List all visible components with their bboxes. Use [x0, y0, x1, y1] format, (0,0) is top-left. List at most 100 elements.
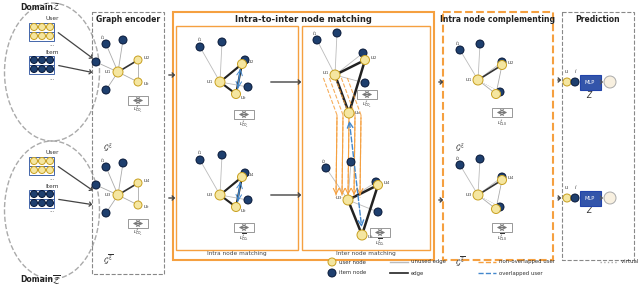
Bar — [173, 12, 434, 260]
Circle shape — [498, 58, 506, 66]
Text: $u_4$: $u_4$ — [247, 171, 254, 179]
Circle shape — [102, 163, 110, 171]
Text: ...: ... — [49, 42, 55, 46]
Text: $\mathcal{G}^{\mathcal{\overline{Z}}}$: $\mathcal{G}^{\mathcal{\overline{Z}}}$ — [103, 253, 113, 267]
Circle shape — [232, 90, 241, 98]
Text: virtual user-item edge: virtual user-item edge — [621, 259, 640, 265]
Circle shape — [456, 161, 464, 169]
Text: $u_3$: $u_3$ — [335, 194, 342, 202]
Circle shape — [473, 75, 483, 85]
Circle shape — [604, 76, 616, 88]
Circle shape — [232, 203, 241, 212]
Bar — [29, 189, 54, 199]
Text: $\mathcal{G}^{\mathcal{Z}}$: $\mathcal{G}^{\mathcal{Z}}$ — [103, 142, 113, 154]
Circle shape — [113, 67, 123, 77]
Circle shape — [571, 194, 579, 202]
Circle shape — [215, 190, 225, 200]
Circle shape — [476, 40, 484, 48]
Circle shape — [330, 70, 340, 80]
Circle shape — [496, 88, 504, 96]
Circle shape — [344, 108, 354, 118]
Circle shape — [456, 46, 464, 54]
Text: $u$: $u$ — [564, 184, 570, 191]
Circle shape — [241, 56, 249, 64]
Circle shape — [361, 79, 369, 87]
Text: Item: Item — [45, 49, 59, 55]
Text: $i_1$: $i_1$ — [197, 35, 203, 44]
Text: overlapped user: overlapped user — [499, 271, 543, 276]
Circle shape — [497, 175, 506, 185]
Circle shape — [31, 199, 38, 207]
Circle shape — [47, 166, 54, 174]
Circle shape — [492, 205, 500, 214]
Text: $u_4$: $u_4$ — [383, 179, 390, 187]
Circle shape — [31, 32, 38, 40]
Circle shape — [113, 190, 123, 200]
Text: $u_1$: $u_1$ — [206, 78, 213, 86]
Bar — [92, 12, 164, 274]
Bar — [234, 223, 254, 232]
Text: non-overlapped user: non-overlapped user — [499, 259, 555, 265]
Circle shape — [374, 181, 383, 189]
Text: Item: Item — [45, 183, 59, 189]
Circle shape — [134, 78, 142, 86]
Circle shape — [563, 194, 571, 202]
Circle shape — [196, 156, 204, 164]
Text: $u_1$: $u_1$ — [104, 68, 111, 76]
Circle shape — [196, 43, 204, 51]
Circle shape — [102, 209, 110, 217]
Circle shape — [119, 159, 127, 167]
Circle shape — [571, 78, 579, 86]
Circle shape — [47, 24, 54, 30]
Circle shape — [473, 190, 483, 200]
Circle shape — [38, 24, 45, 30]
FancyBboxPatch shape — [579, 75, 600, 90]
Bar — [29, 65, 54, 73]
Text: $L^{\mathcal{Z}}_{CO_1}$: $L^{\mathcal{Z}}_{CO_1}$ — [133, 105, 143, 115]
Circle shape — [38, 65, 45, 73]
Circle shape — [374, 208, 382, 216]
Text: Intra-to-inter node matching: Intra-to-inter node matching — [235, 15, 371, 24]
Text: $u_1$: $u_1$ — [322, 69, 329, 77]
Circle shape — [38, 199, 45, 207]
Circle shape — [322, 164, 330, 172]
Text: MLP: MLP — [585, 195, 595, 201]
Circle shape — [134, 201, 142, 209]
Circle shape — [47, 65, 54, 73]
Bar — [176, 26, 298, 250]
Circle shape — [604, 192, 616, 204]
Circle shape — [360, 55, 369, 65]
Circle shape — [237, 172, 246, 181]
Bar — [29, 32, 54, 40]
Text: Intra node complementing: Intra node complementing — [440, 15, 556, 24]
Text: $L^{\mathcal{Z}}_{CO_2}$: $L^{\mathcal{Z}}_{CO_2}$ — [239, 120, 249, 130]
Circle shape — [31, 191, 38, 197]
Text: $L^{\mathcal{\overline{Z}}}_{CLS}$: $L^{\mathcal{\overline{Z}}}_{CLS}$ — [497, 233, 507, 243]
FancyBboxPatch shape — [579, 191, 600, 205]
Text: $u_t$: $u_t$ — [143, 80, 150, 88]
Circle shape — [498, 173, 506, 181]
Text: ...: ... — [49, 75, 55, 80]
Text: $L^{\mathcal{Z}}_{CLS}$: $L^{\mathcal{Z}}_{CLS}$ — [497, 118, 507, 128]
Text: Domain: Domain — [20, 3, 54, 11]
Text: $u_3$: $u_3$ — [104, 191, 111, 199]
Circle shape — [31, 158, 38, 164]
Text: $u_t$: $u_t$ — [367, 233, 374, 241]
Circle shape — [492, 90, 500, 98]
Text: $u_t$: $u_t$ — [143, 203, 150, 211]
Text: $u_4$: $u_4$ — [507, 174, 515, 182]
Text: $u_o$: $u_o$ — [354, 109, 362, 117]
Text: $\mathcal{Z}$: $\mathcal{Z}$ — [52, 1, 60, 12]
Text: $i_1$: $i_1$ — [197, 148, 203, 157]
Circle shape — [102, 40, 110, 48]
Circle shape — [215, 77, 225, 87]
Text: $i_1$: $i_1$ — [455, 39, 461, 48]
Circle shape — [134, 179, 142, 187]
Text: Prediction: Prediction — [576, 15, 620, 24]
Text: $u_t$: $u_t$ — [240, 207, 247, 215]
Text: $L^{\mathcal{Z}}_{CO_3}$: $L^{\mathcal{Z}}_{CO_3}$ — [362, 100, 372, 110]
Circle shape — [244, 196, 252, 204]
Text: $u_4$: $u_4$ — [143, 177, 150, 185]
Circle shape — [119, 36, 127, 44]
Text: User: User — [45, 150, 59, 154]
